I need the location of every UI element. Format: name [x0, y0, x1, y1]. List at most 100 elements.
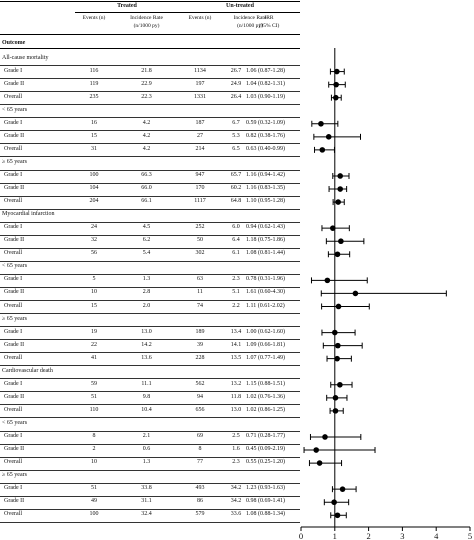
untreated-events-cell: 170 — [195, 185, 205, 191]
irr-cell: 1.10 (0.95-1.28) — [246, 198, 285, 205]
untreated-rate-cell: 13.2 — [230, 380, 242, 387]
row-label: Grade II — [4, 498, 25, 505]
irr-cell: 1.23 (0.93-1.63) — [246, 485, 285, 492]
irr-point — [352, 290, 359, 297]
untreated-events-cell: 86 — [197, 498, 203, 505]
treated-rate-cell: 4.2 — [142, 119, 151, 126]
treated-rate-cell: 2.0 — [142, 302, 151, 309]
treated-events-cell: 10 — [91, 289, 97, 296]
row-label: Overall — [4, 145, 22, 152]
treated-rate-cell: 31.1 — [141, 498, 152, 505]
row-rule — [0, 378, 300, 380]
untreated-events-cell: 94 — [197, 393, 203, 400]
row-rule — [0, 91, 300, 93]
row-label: Grade I — [4, 224, 23, 231]
treated-rate-cell: 0.6 — [142, 446, 151, 452]
irr-cell: 1.61 (0.60-4.30) — [246, 289, 285, 296]
outcome-rule — [0, 48, 300, 49]
row-label: Grade I — [4, 328, 23, 335]
irr-cell: 0.82 (0.38-1.76) — [246, 132, 285, 139]
untreated-events-cell: 11 — [197, 289, 203, 296]
untreated-rate-cell: 2.5 — [232, 433, 240, 439]
treated-events-cell: 110 — [89, 406, 99, 413]
irr-point — [334, 68, 340, 75]
treated-events-cell: 51 — [91, 485, 97, 492]
irr-cell: 1.03 (0.90-1.19) — [246, 93, 285, 100]
treated-events-cell: 100 — [89, 511, 99, 518]
irr-point — [339, 486, 346, 492]
irr-cell: 1.04 (0.82-1.31) — [246, 80, 285, 87]
irr-point — [334, 512, 341, 519]
irr-point — [334, 251, 341, 258]
irr-point — [319, 147, 326, 153]
irr-cell: 0.59 (0.32-1.09) — [246, 119, 285, 126]
untreated-rate-cell: 64.8 — [230, 198, 242, 205]
treated-events-cell: 235 — [89, 93, 99, 100]
untreated-rate-cell: 5.3 — [232, 132, 240, 139]
untreated-rate-cell: 11.8 — [230, 393, 242, 400]
untreated-rate-cell: 13.4 — [230, 328, 242, 335]
row-label: Grade II — [4, 341, 25, 348]
irr-cell: 1.07 (0.77-1.49) — [246, 354, 285, 361]
treated-rate-cell: 66.0 — [141, 185, 152, 191]
untreated-events-cell: 77 — [197, 459, 203, 466]
irr-point — [333, 94, 339, 101]
row-label: Grade I — [4, 485, 23, 492]
irr-point — [335, 199, 341, 205]
treated-rate-cell: 66.1 — [141, 198, 152, 205]
row-rule — [0, 273, 300, 275]
row-rule — [0, 339, 300, 341]
treated-events-cell: 49 — [91, 498, 97, 505]
row-label: Grade I — [4, 171, 23, 178]
row-rule — [0, 143, 300, 145]
irr-point — [338, 238, 344, 245]
irr-cell: 0.78 (0.31-1.96) — [246, 276, 285, 283]
treated-events-cell: 51 — [91, 393, 97, 400]
row-rule — [0, 521, 300, 523]
row-rule — [0, 247, 300, 249]
untreated-rate-cell: 13.0 — [230, 406, 242, 413]
untreated-rate-cell: 24.9 — [230, 80, 242, 87]
treated-events-cell: 5 — [92, 276, 96, 283]
row-label: Overall — [4, 198, 22, 205]
subgroup-label: ≥ 65 years — [2, 472, 27, 479]
row-rule — [0, 299, 300, 301]
treated-rate-cell: 32.4 — [141, 511, 152, 518]
untreated-rate-cell: 6.4 — [232, 237, 240, 244]
untreated-events-cell: 63 — [197, 276, 203, 283]
x-tick-label: 1 — [333, 531, 337, 540]
row-label: Overall — [4, 250, 22, 257]
row-rule — [0, 260, 300, 262]
untreated-rate-cell: 26.7 — [230, 67, 242, 74]
irr-cell: 1.00 (0.62-1.60) — [246, 328, 285, 335]
row-rule — [0, 182, 300, 184]
irr-ci-header: (95% CI) — [258, 23, 280, 29]
x-tick-label: 2 — [366, 531, 370, 540]
treated-rate-cell: 5.4 — [142, 250, 151, 257]
irr-cell: 0.63 (0.40-0.99) — [246, 145, 285, 152]
untreated-rate-cell: 5.1 — [232, 289, 240, 296]
treated-events-cell: 16 — [91, 119, 97, 126]
untreated-events-cell: 197 — [195, 80, 205, 87]
treated-rate-cell: 21.8 — [141, 67, 152, 74]
row-label: Grade II — [4, 80, 25, 87]
treated-events-cell: 56 — [91, 250, 97, 257]
irr-point — [322, 434, 328, 440]
untreated-rate-cell: 6.7 — [232, 119, 240, 126]
irr-cell: 1.08 (0.81-1.44) — [246, 250, 285, 257]
irr-cell: 1.11 (0.61-2.02) — [246, 302, 285, 309]
untreated-rate-cell: 1.6 — [232, 446, 240, 452]
untreated-events-cell: 947 — [195, 171, 205, 178]
row-label: Grade I — [4, 433, 23, 439]
row-rule — [0, 117, 300, 119]
treated-rate-cell: 1.3 — [142, 276, 151, 283]
results-table: Treated Un-treated Events (n) Incidence … — [0, 1, 300, 523]
untreated-rate-cell: 34.2 — [230, 498, 242, 505]
untreated-rate-cell: 6.5 — [232, 145, 240, 152]
irr-cell: 1.16 (0.94-1.42) — [246, 171, 285, 178]
irr-cell: 1.02 (0.86-1.25) — [246, 406, 285, 413]
treated-rate-cell: 2.1 — [142, 433, 151, 439]
untreated-events-cell: 39 — [197, 341, 203, 348]
treated-rate-cell: 33.8 — [141, 485, 152, 492]
